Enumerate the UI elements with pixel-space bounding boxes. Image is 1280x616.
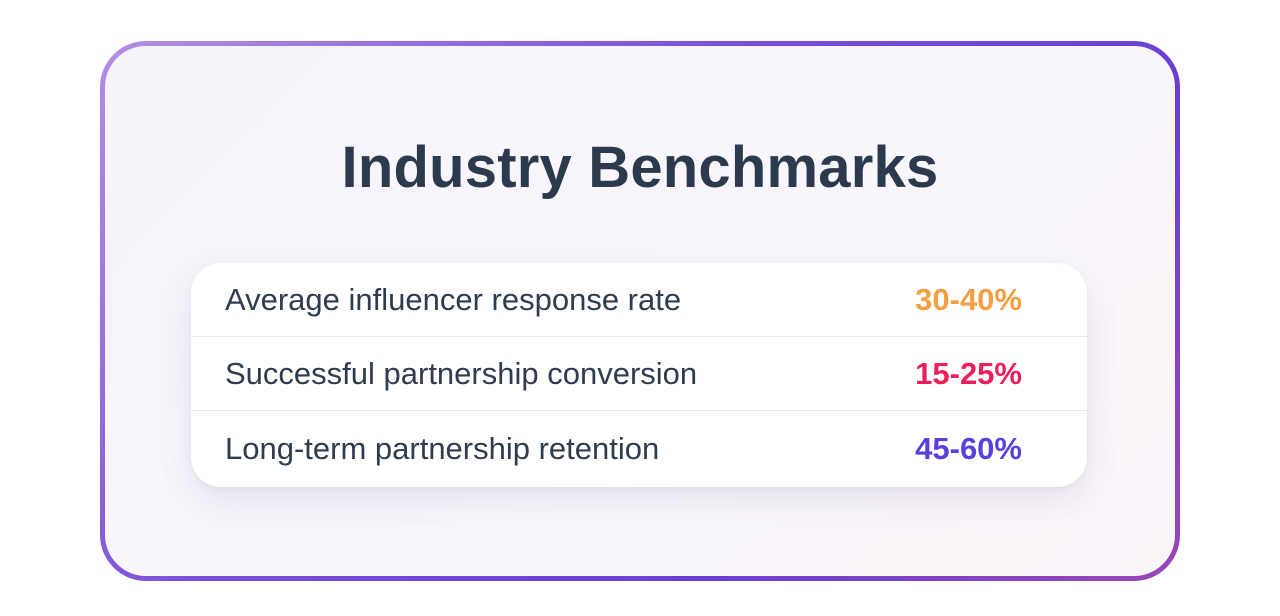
benchmark-label: Long-term partnership retention xyxy=(225,431,660,466)
benchmark-value: 15-25% xyxy=(915,355,1022,391)
benchmark-row-response-rate: Average influencer response rate 30-40% xyxy=(191,263,1087,337)
benchmarks-card-frame: Industry Benchmarks Average influencer r… xyxy=(100,41,1180,581)
benchmark-row-conversion: Successful partnership conversion 15-25% xyxy=(191,337,1087,411)
benchmark-value: 30-40% xyxy=(915,281,1022,317)
benchmarks-card: Industry Benchmarks Average influencer r… xyxy=(105,46,1175,576)
benchmark-label: Average influencer response rate xyxy=(225,281,682,317)
benchmark-label: Successful partnership conversion xyxy=(225,355,698,391)
benchmark-row-retention: Long-term partnership retention 45-60% xyxy=(191,411,1087,487)
benchmarks-table: Average influencer response rate 30-40% … xyxy=(191,263,1087,487)
benchmark-value: 45-60% xyxy=(915,431,1022,466)
page-title: Industry Benchmarks xyxy=(341,135,939,200)
